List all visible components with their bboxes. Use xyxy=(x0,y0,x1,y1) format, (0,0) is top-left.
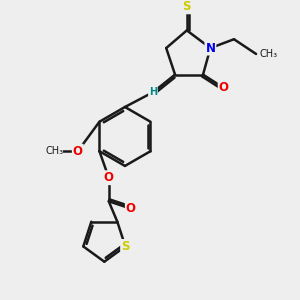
Text: O: O xyxy=(73,145,83,158)
Text: CH₃: CH₃ xyxy=(45,146,63,156)
Text: S: S xyxy=(121,240,130,253)
Text: O: O xyxy=(104,171,114,184)
Text: S: S xyxy=(183,0,191,13)
Text: O: O xyxy=(219,81,229,94)
Text: N: N xyxy=(206,42,215,55)
Text: O: O xyxy=(126,202,136,215)
Text: H: H xyxy=(149,87,157,97)
Text: CH₃: CH₃ xyxy=(260,49,278,59)
